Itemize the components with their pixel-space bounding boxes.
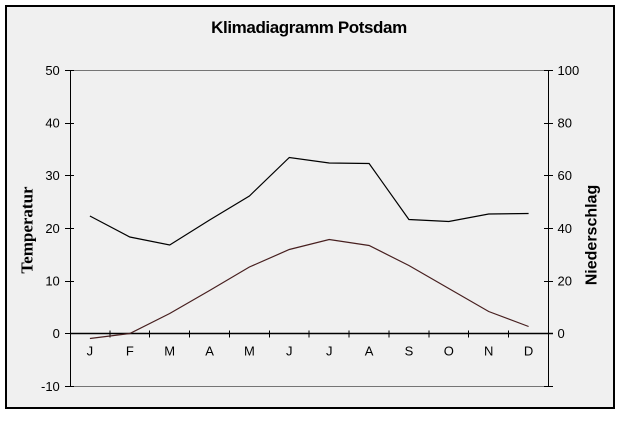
svg-text:A: A xyxy=(205,344,214,359)
svg-text:J: J xyxy=(326,344,333,359)
svg-text:F: F xyxy=(126,344,134,359)
svg-text:Klimadiagramm Potsdam: Klimadiagramm Potsdam xyxy=(211,18,407,37)
svg-text:80: 80 xyxy=(558,116,572,131)
svg-text:D: D xyxy=(524,344,533,359)
svg-text:-10: -10 xyxy=(41,379,60,394)
svg-text:20: 20 xyxy=(558,274,572,289)
svg-text:J: J xyxy=(87,344,94,359)
svg-text:0: 0 xyxy=(558,326,565,341)
svg-text:40: 40 xyxy=(558,221,572,236)
svg-text:30: 30 xyxy=(45,168,59,183)
svg-text:M: M xyxy=(164,344,175,359)
svg-text:Niederschlag: Niederschlag xyxy=(584,185,601,285)
svg-text:10: 10 xyxy=(45,274,59,289)
svg-text:S: S xyxy=(405,344,414,359)
svg-text:100: 100 xyxy=(558,63,580,78)
svg-text:20: 20 xyxy=(45,221,59,236)
svg-text:N: N xyxy=(484,344,493,359)
svg-text:M: M xyxy=(244,344,255,359)
svg-text:50: 50 xyxy=(45,63,59,78)
svg-text:40: 40 xyxy=(45,116,59,131)
svg-text:0: 0 xyxy=(53,326,60,341)
svg-text:J: J xyxy=(286,344,293,359)
svg-text:O: O xyxy=(444,344,454,359)
svg-text:Temperatur: Temperatur xyxy=(18,186,37,274)
svg-text:60: 60 xyxy=(558,168,572,183)
svg-text:A: A xyxy=(365,344,374,359)
